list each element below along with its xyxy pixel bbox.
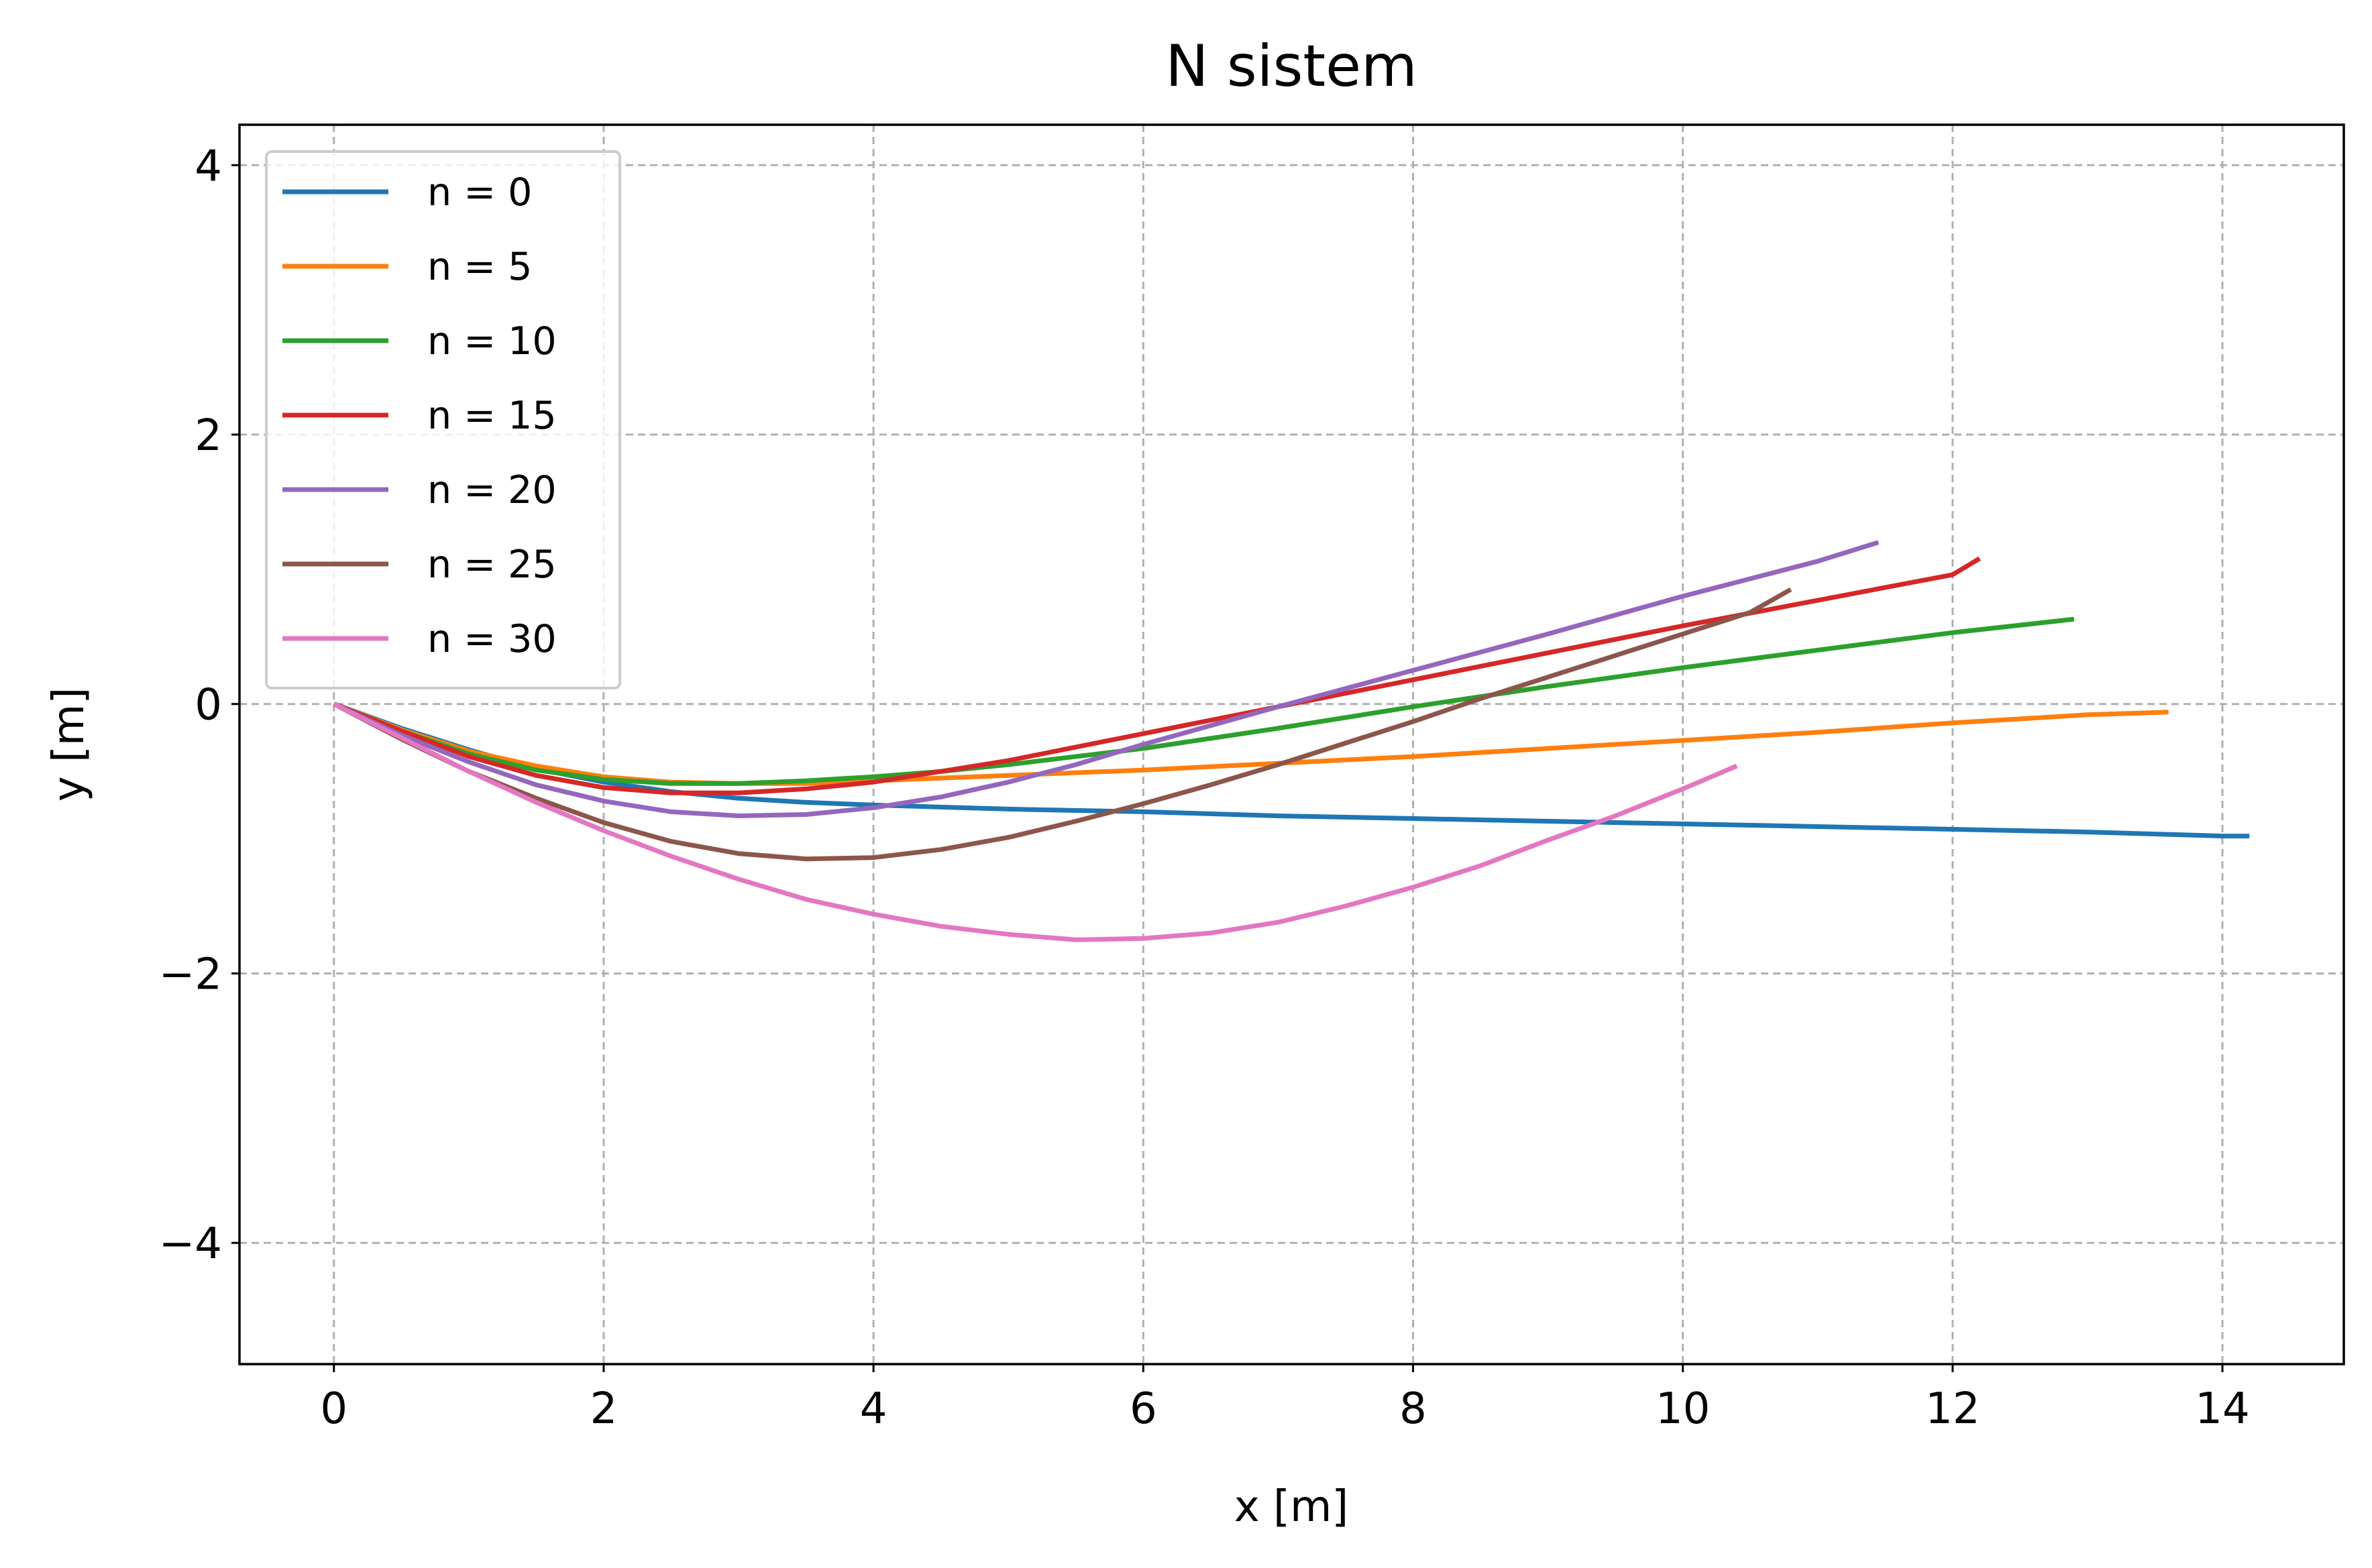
y-axis-label: y [m] (44, 687, 94, 802)
legend: n = 0 n = 5 n = 10 n = 15 n = 20 n = 25 n = 30 (265, 150, 621, 689)
legend-label: n = 5 (427, 245, 532, 289)
x-tick-label: 4 (860, 1384, 887, 1434)
x-tick-label: 8 (1399, 1384, 1427, 1434)
x-axis-label: x [m] (1234, 1482, 1349, 1532)
x-tick-label: 2 (590, 1384, 618, 1434)
series-line-1 (333, 702, 2169, 786)
grid (239, 125, 2344, 1364)
x-tick-label: 6 (1130, 1384, 1157, 1434)
x-tick-label: 0 (320, 1384, 347, 1434)
series-line-3 (333, 556, 1981, 795)
series-line-5 (333, 587, 1792, 862)
y-tick-label: −2 (159, 950, 222, 999)
legend-label: n = 10 (427, 319, 557, 363)
series-line-4 (333, 540, 1880, 818)
y-tick-label: 2 (195, 411, 222, 461)
x-tick-label: 10 (1656, 1384, 1710, 1434)
legend-box (265, 150, 621, 689)
legend-label: n = 15 (427, 394, 557, 438)
y-tick-label: −4 (159, 1219, 222, 1269)
x-tick-label: 14 (2195, 1384, 2249, 1434)
plot-area-frame (238, 123, 2345, 1365)
series-line-6 (333, 702, 1738, 942)
y-tick-label: 0 (195, 681, 222, 730)
series-lines (333, 540, 2250, 942)
x-tick-label: 12 (1925, 1384, 1980, 1434)
legend-label: n = 20 (427, 468, 557, 512)
axis-ticks: 0 2 4 6 8 10 12 14 4 2 0 −2 −4 (159, 142, 2250, 1434)
legend-label: n = 25 (427, 543, 557, 587)
y-tick-label: 4 (195, 142, 222, 191)
legend-label: n = 0 (427, 170, 532, 215)
chart-title: N sistem (1165, 33, 1417, 100)
legend-label: n = 30 (427, 617, 557, 661)
